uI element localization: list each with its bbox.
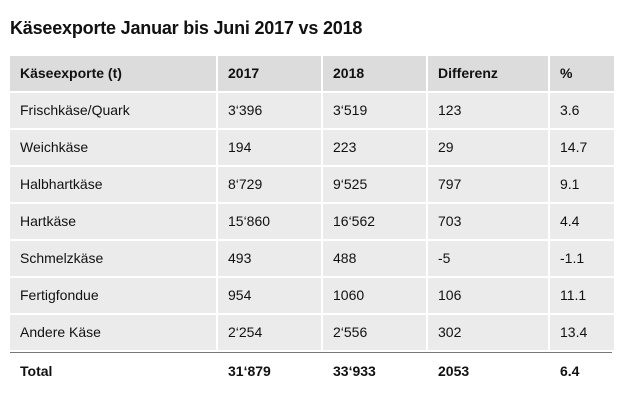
- table-cell: 3‘396: [218, 93, 321, 128]
- table-row: Frischkäse/Quark 3‘396 3‘519 123 3.6: [10, 93, 614, 128]
- table-cell: 11.1: [550, 278, 614, 313]
- table-cell: 106: [428, 278, 548, 313]
- table-row: Schmelzkäse 493 488 -5 -1.1: [10, 241, 614, 276]
- table-cell: 8‘729: [218, 167, 321, 202]
- table-cell: 302: [428, 315, 548, 350]
- table-cell: -5: [428, 241, 548, 276]
- table-cell: 9‘525: [323, 167, 426, 202]
- table-cell: 4.4: [550, 204, 614, 239]
- table-cell: 13.4: [550, 315, 614, 350]
- table-cell: 16‘562: [323, 204, 426, 239]
- table-cell: 14.7: [550, 130, 614, 165]
- header-row: Käseexporte (t) 2017 2018 Differenz%: [10, 56, 614, 91]
- table-row: Hartkäse 15‘860 16‘562 703 4.4: [10, 204, 614, 239]
- table-cell: Käseexporte (t): [10, 56, 216, 91]
- table-cell: 123: [428, 93, 548, 128]
- table-cell: 1060: [323, 278, 426, 313]
- table-row: Weichkäse 194 223 29 14.7: [10, 130, 614, 165]
- table-cell: 2018: [323, 56, 426, 91]
- table-cell: 33‘933: [323, 354, 426, 389]
- table-title: Käseexporte Januar bis Juni 2017 vs 2018: [10, 18, 363, 38]
- table-cell: 3‘519: [323, 93, 426, 128]
- table-cell: 194: [218, 130, 321, 165]
- table-cell: 493: [218, 241, 321, 276]
- total-row: Total 31‘879 33‘933 2053 6.4: [10, 352, 614, 389]
- table-cell: 954: [218, 278, 321, 313]
- table-cell: 3.6: [550, 93, 614, 128]
- table-cell: 223: [323, 130, 426, 165]
- table-row: Fertigfondue 954 1060 106 11.1: [10, 278, 614, 313]
- table-cell: 9.1: [550, 167, 614, 202]
- table-cell: 2‘254: [218, 315, 321, 350]
- table: Käseexporte (t) 2017 2018 Differenz% Frischk…: [10, 56, 614, 391]
- table-cell: 2‘556: [323, 315, 426, 350]
- table-cell: Weichkäse: [10, 130, 216, 165]
- table-cell: 15‘860: [218, 204, 321, 239]
- table-row: Halbhartkäse 8‘729 9‘525 797 9.1: [10, 167, 614, 202]
- table-row: Andere Käse 2‘254 2‘556 302 13.4: [10, 315, 614, 350]
- table-cell: 31‘879: [218, 354, 321, 389]
- table-cell: Differenz: [428, 56, 548, 91]
- table-cell: Schmelzkäse: [10, 241, 216, 276]
- table-cell: 2053: [428, 354, 548, 389]
- table-cell: 29: [428, 130, 548, 165]
- table-cell: -1.1: [550, 241, 614, 276]
- table-cell: 703: [428, 204, 548, 239]
- table-cell: Halbhartkäse: [10, 167, 216, 202]
- table-cell: Hartkäse: [10, 204, 216, 239]
- table-cell: 488: [323, 241, 426, 276]
- table-cell: 2017: [218, 56, 321, 91]
- table-cell: Andere Käse: [10, 315, 216, 350]
- table-cell: 6.4: [550, 354, 614, 389]
- table-cell: Fertigfondue: [10, 278, 216, 313]
- table-cell: 797: [428, 167, 548, 202]
- table-cell: Frischkäse/Quark: [10, 93, 216, 128]
- table-cell: %: [550, 56, 614, 91]
- table-cell: Total: [10, 354, 216, 389]
